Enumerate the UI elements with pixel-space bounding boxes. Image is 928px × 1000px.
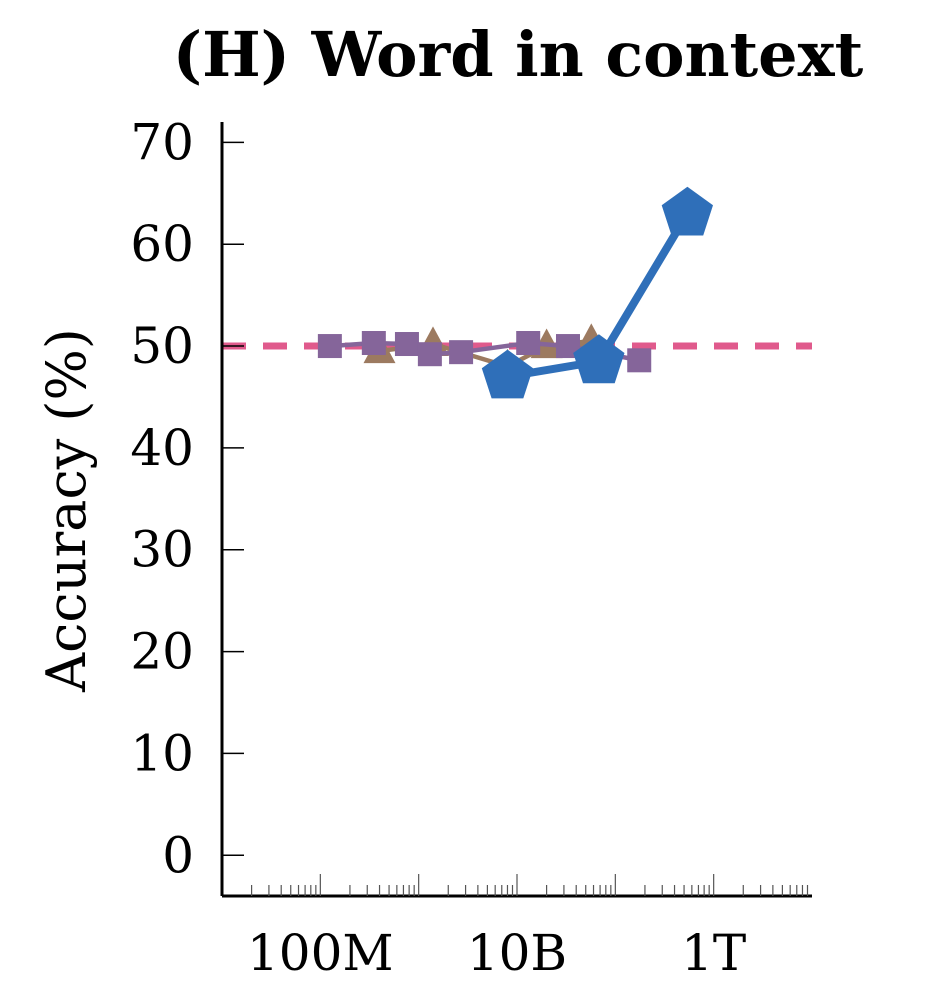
data-point	[417, 342, 442, 367]
y-tick-label: 10	[130, 724, 194, 782]
data-point	[573, 334, 625, 384]
y-axis-label: Accuracy (%)	[35, 328, 98, 693]
data-point	[317, 334, 342, 359]
x-tick-label: 100M	[247, 924, 394, 982]
data-point	[394, 332, 419, 357]
y-tick-label: 70	[130, 113, 194, 171]
data-point	[516, 330, 541, 355]
data-point	[627, 348, 652, 373]
y-tick-label: 0	[162, 826, 194, 884]
axes: 0 10 20 30 40 50 60 70 100M 10B 1T	[130, 113, 812, 982]
y-tick-label: 60	[130, 215, 194, 273]
y-tick-label: 30	[130, 521, 194, 579]
data-point	[361, 330, 386, 355]
y-tick-label: 20	[130, 623, 194, 681]
y-tick-label: 40	[130, 419, 194, 477]
data-point	[481, 349, 534, 399]
series-square	[317, 330, 652, 373]
series-pentagon	[481, 186, 713, 399]
x-tick-label: 1T	[681, 924, 746, 982]
chart-title: (H) Word in context	[173, 18, 864, 91]
data-point	[661, 186, 713, 236]
x-tick-label: 10B	[467, 924, 567, 982]
series-layer	[317, 186, 713, 399]
data-point	[449, 340, 474, 365]
y-tick-label: 50	[130, 317, 194, 375]
